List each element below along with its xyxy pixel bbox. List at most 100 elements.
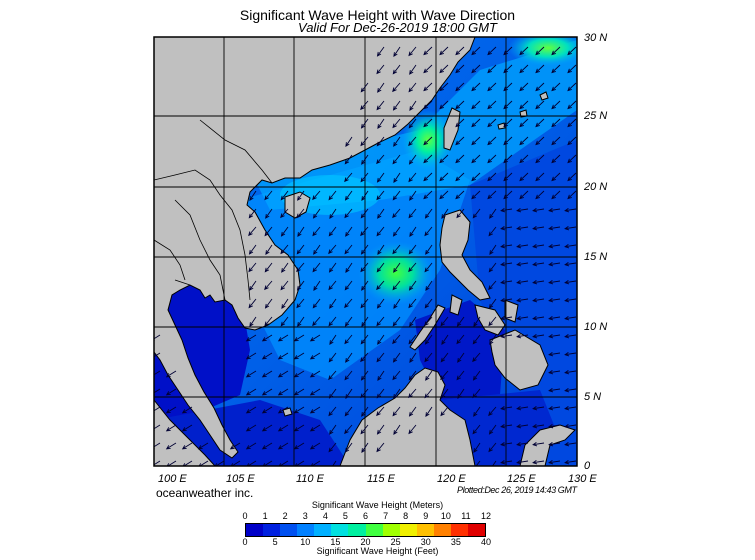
wave-arrow (564, 226, 577, 231)
wave-arrow (329, 208, 337, 219)
wave-arrow (564, 334, 577, 339)
wave-arrow (376, 262, 385, 273)
wave-arrow (181, 442, 193, 450)
colorbar-segment (297, 524, 315, 536)
wave-arrow (280, 226, 289, 237)
wave-arrow (487, 136, 497, 146)
wave-arrow (309, 388, 321, 396)
sumatra-island (154, 399, 216, 466)
wave-arrow (312, 316, 321, 327)
wave-arrow (424, 352, 433, 363)
wave-arrow (472, 424, 481, 435)
wave-arrow (519, 190, 529, 200)
colorbar-feet-tick: 10 (300, 537, 311, 547)
wave-arrow (293, 424, 305, 432)
wave-arrow (532, 208, 545, 213)
wave-arrow (455, 136, 465, 146)
wave-arrow (408, 280, 417, 291)
wave-arrow (564, 406, 577, 411)
wave-arrow (328, 370, 337, 381)
wave-arrow (456, 370, 465, 381)
wave-arrow (471, 136, 481, 146)
wave-arrow (328, 442, 337, 453)
wave-arrow (361, 280, 369, 291)
wave-arrow (548, 388, 561, 393)
wave-arrow (181, 424, 193, 432)
wave-arrow (488, 316, 497, 327)
wave-arrow (551, 136, 561, 146)
wave-arrow (424, 334, 433, 345)
wave-arrow (296, 280, 305, 291)
colorbar (245, 523, 486, 537)
wave-arrow (345, 262, 353, 273)
wave-arrow (392, 316, 401, 327)
wave-arrow (532, 442, 545, 447)
wave-arrow (261, 352, 273, 360)
wave-arrow (503, 64, 513, 74)
colorbar-meters-tick: 1 (262, 511, 268, 521)
wave-arrow (297, 316, 305, 327)
wave-arrow (296, 262, 305, 273)
wave-arrow (376, 46, 385, 57)
wave-arrow (564, 280, 577, 285)
wave-arrow (471, 82, 481, 92)
wave-arrow (281, 262, 289, 273)
wave-arrow (248, 208, 257, 219)
wave-arrow (408, 208, 417, 219)
wave-arrow (249, 280, 257, 291)
wave-arrow (532, 406, 545, 411)
colorbar-meters-tick: 11 (461, 511, 471, 521)
wave-arrow (455, 154, 465, 164)
wave-arrow (423, 172, 433, 182)
wave-arrow (423, 64, 433, 74)
wave-arrow (487, 82, 497, 92)
wave-arrow (500, 406, 513, 411)
mindanao-island (489, 329, 549, 391)
wave-arrow (328, 406, 337, 417)
wave-arrow (471, 172, 481, 182)
wave-arrow (245, 442, 257, 450)
wave-arrow (567, 82, 577, 92)
wave-arrow (564, 424, 577, 429)
wave-arrow (535, 154, 545, 164)
wave-arrow (377, 370, 385, 381)
wave-direction-arrows (154, 46, 577, 466)
wave-arrow (500, 316, 513, 321)
wave-arrow (293, 442, 305, 450)
wave-arrow (392, 64, 401, 75)
lat-label-10n: 10 N (584, 321, 608, 333)
wave-arrow (535, 136, 545, 146)
wave-arrow (296, 208, 305, 219)
wave-arrow (409, 352, 417, 363)
wave-arrow (440, 406, 449, 417)
colorbar-feet-tick: 15 (330, 537, 341, 547)
wave-arrow (360, 118, 369, 129)
wave-arrow (408, 46, 417, 57)
luzon-island (439, 209, 491, 301)
wave-arrow (293, 370, 305, 378)
colorbar-meters-tick: 12 (480, 511, 492, 521)
wave-arrow (361, 316, 369, 327)
wave-arrow (440, 388, 449, 399)
lat-label-30n: 30 N (584, 32, 608, 44)
lat-label-0: 0 (584, 460, 591, 472)
wave-arrow (392, 100, 401, 111)
wave-arrow (564, 208, 577, 213)
wave-arrow (248, 226, 257, 237)
colorbar-feet-tick: 40 (480, 537, 492, 547)
wave-arrow (473, 406, 481, 417)
wave-arrow (280, 208, 289, 219)
colorbar-meters-tick: 8 (403, 511, 409, 521)
wave-arrow (564, 298, 577, 303)
wave-arrow (500, 226, 513, 231)
wave-arrow (264, 226, 273, 237)
wave-arrow (472, 352, 481, 363)
wave-arrow (277, 442, 289, 450)
country-borders (154, 119, 273, 301)
wave-arrow (409, 316, 417, 327)
wave-arrow (245, 352, 257, 360)
wave-arrow (564, 244, 577, 249)
wave-arrow (376, 64, 385, 75)
wave-arrow (503, 100, 513, 110)
colorbar-meters-tick: 2 (282, 511, 288, 521)
